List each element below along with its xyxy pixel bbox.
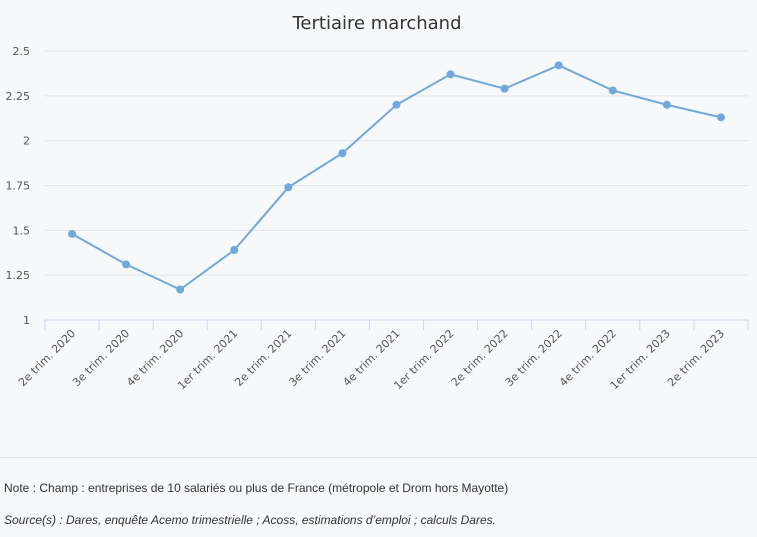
y-axis-labels: 1 1.25 1.5 1.75 2 2.25 2.5 xyxy=(6,45,31,327)
y-tick-label: 2.5 xyxy=(13,45,31,58)
y-tick-label: 1.75 xyxy=(6,180,31,193)
series-line xyxy=(71,64,722,291)
data-point-marker[interactable] xyxy=(392,100,401,109)
x-tick-label: 4e trim. 2020 xyxy=(124,327,186,389)
data-point-marker[interactable] xyxy=(716,113,725,122)
data-point-marker[interactable] xyxy=(284,183,293,192)
y-tick-label: 2.25 xyxy=(6,90,31,103)
data-point-marker[interactable] xyxy=(608,86,617,95)
y-tick-label: 2 xyxy=(23,135,30,148)
chart-title: Tertiaire marchand xyxy=(291,13,461,34)
data-point-marker[interactable] xyxy=(338,149,347,158)
x-tick-label: 3e trim. 2022 xyxy=(503,327,565,389)
x-tick-label: 2e trim. 2022 xyxy=(449,327,511,389)
data-point-marker[interactable] xyxy=(68,229,77,238)
x-tick-label: 4e trim. 2022 xyxy=(557,327,619,389)
y-grid-lines xyxy=(45,50,748,276)
x-tick-label: 3e trim. 2021 xyxy=(286,327,348,389)
data-point-marker[interactable] xyxy=(176,285,185,294)
data-point-marker[interactable] xyxy=(554,61,563,70)
footer-divider xyxy=(0,457,757,458)
x-tick-label: 2e trim. 2023 xyxy=(665,327,727,389)
x-tick-label: 4e trim. 2021 xyxy=(340,327,402,389)
data-series xyxy=(68,61,725,294)
line-chart: Tertiaire marchand 1 1.25 1.5 1.75 2 2.25 2.5 … xyxy=(6,13,749,392)
x-tick-label: 2e trim. 2021 xyxy=(232,327,294,389)
data-point-marker[interactable] xyxy=(500,84,509,93)
data-point-marker[interactable] xyxy=(122,260,131,269)
chart-source: Source(s) : Dares, enquête Acemo trimest… xyxy=(4,513,496,527)
data-point-marker[interactable] xyxy=(230,246,239,255)
x-tick-label: 3e trim. 2020 xyxy=(70,327,132,389)
data-point-marker[interactable] xyxy=(446,70,455,79)
data-point-marker[interactable] xyxy=(662,100,671,109)
chart-note: Note : Champ : entreprises de 10 salarié… xyxy=(4,481,509,495)
y-tick-label: 1.5 xyxy=(13,224,31,237)
y-tick-label: 1.25 xyxy=(6,269,31,282)
y-tick-label: 1 xyxy=(23,314,30,327)
x-tick-label: 2e trim. 2020 xyxy=(16,327,78,389)
chart-canvas: Tertiaire marchand 11.251.51.7522.252.5 … xyxy=(6,13,749,392)
